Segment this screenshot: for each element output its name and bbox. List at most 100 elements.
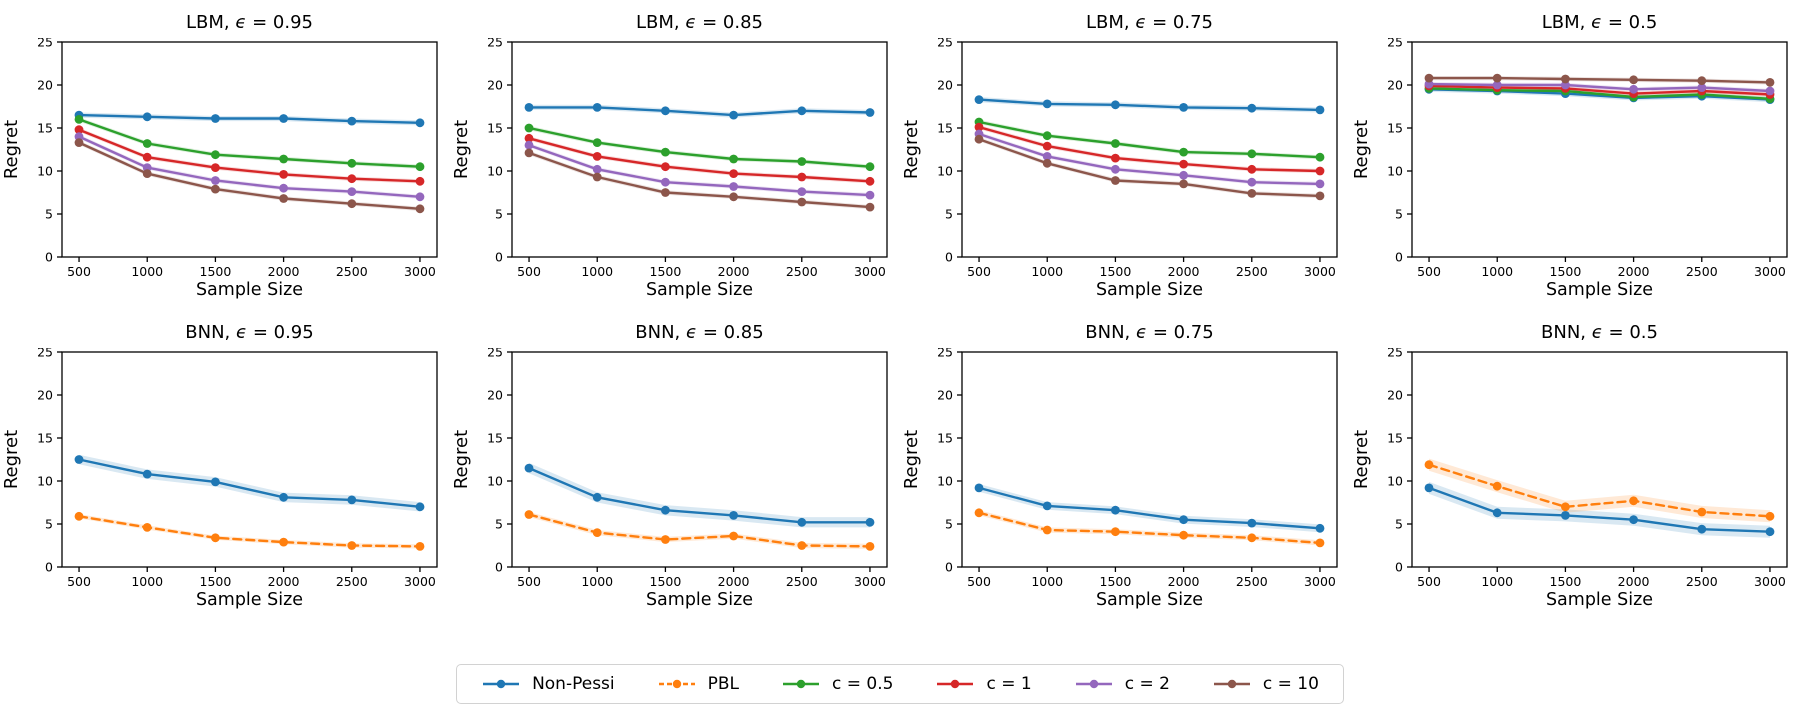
- svg-text:20: 20: [37, 388, 53, 403]
- title-suffix: = 0.75: [1147, 322, 1214, 343]
- title-prefix: BNN,: [1541, 322, 1592, 343]
- subplot-title: LBM, ϵ = 0.95: [62, 8, 437, 38]
- legend-line-sample: [1075, 679, 1112, 689]
- svg-text:2500: 2500: [1686, 264, 1718, 279]
- svg-text:1500: 1500: [1550, 574, 1582, 589]
- subplot-lbm-eps-085: LBM, ϵ = 0.85 0 5 10 15 20 25 500 1000 1500 2000 2…: [450, 8, 900, 300]
- svg-text:0: 0: [495, 560, 503, 575]
- line-chart-lbm-eps-075: 0 5 10 15 20 25 500 1000 1500 2000 2500 3000 Sample …: [901, 38, 1338, 300]
- svg-text:500: 500: [517, 264, 541, 279]
- title-prefix: BNN,: [1085, 322, 1137, 343]
- svg-text:1500: 1500: [650, 574, 682, 589]
- svg-text:10: 10: [1387, 474, 1403, 489]
- svg-text:20: 20: [487, 78, 503, 93]
- svg-text:25: 25: [37, 348, 53, 360]
- svg-text:10: 10: [37, 474, 53, 489]
- subplot-bnn-eps-075: BNN, ϵ = 0.75 0 5 10 15 20 25 500 1000 1500 2000 2…: [900, 318, 1350, 610]
- svg-text:Sample Size: Sample Size: [196, 280, 303, 300]
- svg-text:10: 10: [1387, 164, 1403, 179]
- svg-text:Regret: Regret: [901, 430, 922, 489]
- svg-text:20: 20: [487, 388, 503, 403]
- svg-text:500: 500: [967, 264, 991, 279]
- svg-text:25: 25: [37, 38, 53, 50]
- subplot-title: BNN, ϵ = 0.5: [1412, 318, 1787, 348]
- line-chart-bnn-eps-075: 0 5 10 15 20 25 500 1000 1500 2000 2500 3000 Sample …: [901, 348, 1338, 610]
- svg-text:3000: 3000: [404, 264, 436, 279]
- line-chart-bnn-eps-095: 0 5 10 15 20 25 500 1000 1500 2000 2500 3000 Sample …: [1, 348, 438, 610]
- legend-line-sample: [658, 679, 695, 689]
- svg-text:Sample Size: Sample Size: [196, 590, 303, 610]
- epsilon-symbol: ϵ: [1135, 12, 1147, 33]
- legend-label: PBL: [707, 674, 740, 694]
- svg-text:3000: 3000: [854, 574, 886, 589]
- svg-text:500: 500: [1417, 574, 1441, 589]
- svg-text:2500: 2500: [1686, 574, 1718, 589]
- svg-text:0: 0: [1395, 250, 1403, 265]
- svg-text:2000: 2000: [718, 264, 750, 279]
- svg-text:20: 20: [1387, 78, 1403, 93]
- svg-text:15: 15: [487, 121, 503, 136]
- subplot-title: BNN, ϵ = 0.85: [512, 318, 887, 348]
- svg-text:1000: 1000: [581, 264, 613, 279]
- svg-text:Regret: Regret: [451, 120, 472, 179]
- svg-text:15: 15: [37, 431, 53, 446]
- svg-text:3000: 3000: [1754, 264, 1786, 279]
- svg-text:3000: 3000: [1304, 264, 1336, 279]
- svg-text:10: 10: [487, 474, 503, 489]
- line-chart-bnn-eps-085: 0 5 10 15 20 25 500 1000 1500 2000 2500 3000 Sample …: [451, 348, 888, 610]
- svg-text:10: 10: [937, 474, 953, 489]
- svg-text:1500: 1500: [1100, 574, 1132, 589]
- title-suffix: = 0.95: [247, 322, 314, 343]
- figure: LBM, ϵ = 0.95 0 5 10 15 20 25 500 1000 1500 2000 2…: [0, 8, 1800, 704]
- legend-label: c = 10: [1262, 674, 1319, 694]
- svg-text:15: 15: [1387, 121, 1403, 136]
- legend-label: c = 2: [1124, 674, 1170, 694]
- svg-text:10: 10: [37, 164, 53, 179]
- svg-text:0: 0: [945, 250, 953, 265]
- svg-text:20: 20: [37, 78, 53, 93]
- legend-item-c-1: c = 1: [935, 674, 1032, 694]
- subplot-bnn-eps-05: BNN, ϵ = 0.5 0 5 10 15 20 25 500 1000 1500 2000 25…: [1350, 318, 1800, 610]
- svg-text:3000: 3000: [854, 264, 886, 279]
- svg-text:1000: 1000: [1481, 574, 1513, 589]
- svg-text:Regret: Regret: [1351, 430, 1372, 489]
- epsilon-symbol: ϵ: [685, 12, 697, 33]
- title-suffix: = 0.75: [1146, 12, 1214, 33]
- title-prefix: BNN,: [185, 322, 237, 343]
- subplot-lbm-eps-095: LBM, ϵ = 0.95 0 5 10 15 20 25 500 1000 1500 2000 2…: [0, 8, 450, 300]
- svg-text:15: 15: [487, 431, 503, 446]
- svg-text:15: 15: [37, 121, 53, 136]
- epsilon-symbol: ϵ: [1591, 12, 1603, 33]
- legend-line-sample: [483, 679, 520, 689]
- svg-text:500: 500: [67, 574, 91, 589]
- svg-text:10: 10: [487, 164, 503, 179]
- legend-item-c-2: c = 2: [1074, 674, 1170, 694]
- svg-text:5: 5: [45, 517, 53, 532]
- svg-text:500: 500: [517, 574, 541, 589]
- svg-text:Sample Size: Sample Size: [1546, 280, 1653, 300]
- svg-text:5: 5: [945, 207, 953, 222]
- svg-text:1000: 1000: [581, 574, 613, 589]
- legend-item-c-10: c = 10: [1212, 674, 1319, 694]
- svg-text:0: 0: [495, 250, 503, 265]
- svg-text:2000: 2000: [268, 264, 300, 279]
- line-chart-lbm-eps-05: 0 5 10 15 20 25 500 1000 1500 2000 2500 3000 Sample …: [1351, 38, 1788, 300]
- svg-text:Sample Size: Sample Size: [646, 590, 753, 610]
- svg-text:25: 25: [937, 38, 953, 50]
- svg-text:15: 15: [1387, 431, 1403, 446]
- svg-text:25: 25: [1387, 38, 1403, 50]
- svg-text:2500: 2500: [1236, 264, 1268, 279]
- svg-text:1000: 1000: [1481, 264, 1513, 279]
- subplot-title: LBM, ϵ = 0.85: [512, 8, 887, 38]
- chart-row-bnn: BNN, ϵ = 0.95 0 5 10 15 20 25 500 1000 1500 2000 2…: [0, 318, 1800, 610]
- svg-text:20: 20: [1387, 388, 1403, 403]
- subplot-title: BNN, ϵ = 0.95: [62, 318, 437, 348]
- svg-text:5: 5: [1395, 207, 1403, 222]
- svg-text:0: 0: [45, 250, 53, 265]
- svg-text:500: 500: [1417, 264, 1441, 279]
- epsilon-symbol: ϵ: [235, 12, 247, 33]
- title-suffix: = 0.5: [1602, 322, 1658, 343]
- title-prefix: LBM,: [635, 12, 686, 33]
- legend-item-non-pessi: Non-Pessi: [481, 674, 615, 694]
- title-suffix: = 0.95: [246, 12, 314, 33]
